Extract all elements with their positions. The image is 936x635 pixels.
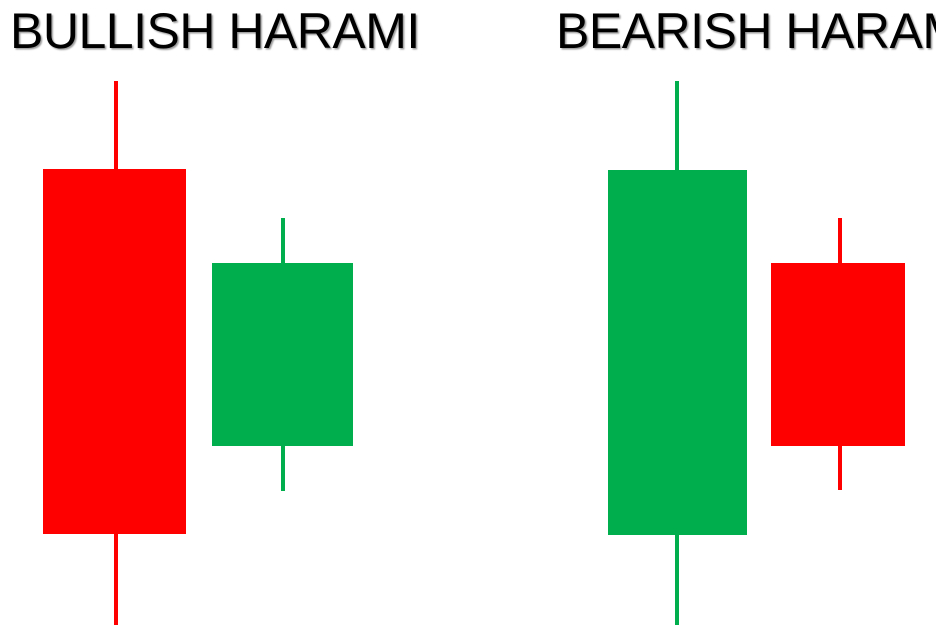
title-bullish-harami: BULLISH HARAMI (10, 3, 420, 59)
candle-body-green (608, 170, 747, 535)
title-bearish-harami: BEARISH HARAMI (556, 3, 936, 59)
candle-body-red (43, 169, 186, 534)
candle-body-red (771, 263, 905, 446)
candle-body-green (212, 263, 353, 446)
